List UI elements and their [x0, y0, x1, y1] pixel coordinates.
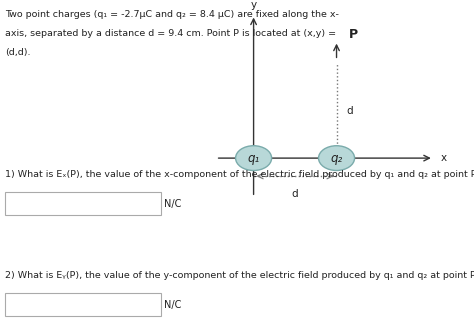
FancyBboxPatch shape — [5, 293, 161, 316]
Text: N/C: N/C — [164, 300, 181, 310]
Text: axis, separated by a distance d = 9.4 cm. Point P is located at (x,y) =: axis, separated by a distance d = 9.4 cm… — [5, 29, 336, 38]
Text: q₂: q₂ — [330, 152, 343, 165]
Text: Two point charges (q₁ = -2.7μC and q₂ = 8.4 μC) are fixed along the x-: Two point charges (q₁ = -2.7μC and q₂ = … — [5, 10, 338, 19]
Text: 1) What is Eₓ(P), the value of the x-component of the electric field produced by: 1) What is Eₓ(P), the value of the x-com… — [5, 170, 474, 179]
Circle shape — [236, 146, 272, 170]
Text: x: x — [441, 153, 447, 163]
Text: d: d — [346, 106, 353, 116]
Text: 2) What is Eᵧ(P), the value of the y-component of the electric field produced by: 2) What is Eᵧ(P), the value of the y-com… — [5, 271, 474, 280]
Text: q₁: q₁ — [247, 152, 260, 165]
Text: (d,d).: (d,d). — [5, 48, 30, 57]
Circle shape — [319, 146, 355, 170]
Text: y: y — [251, 0, 256, 10]
Text: N/C: N/C — [164, 199, 181, 209]
Text: d: d — [292, 189, 298, 199]
FancyBboxPatch shape — [5, 192, 161, 215]
Text: P: P — [348, 28, 357, 41]
